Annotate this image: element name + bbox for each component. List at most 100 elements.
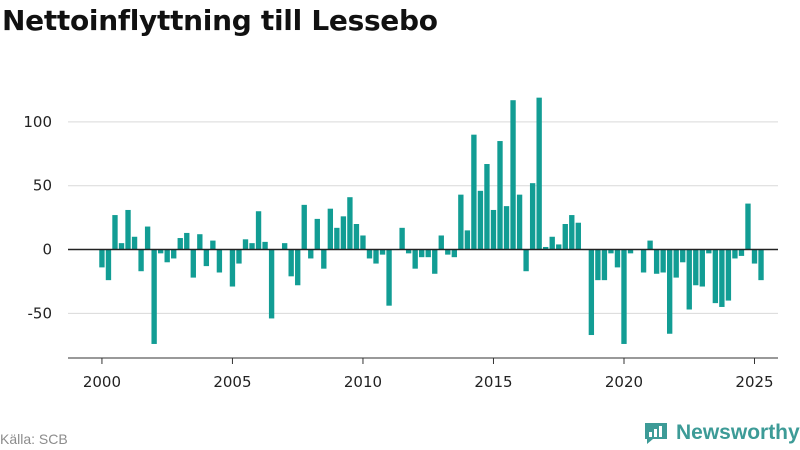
bar	[379, 249, 386, 255]
bar	[686, 249, 692, 310]
bar	[425, 249, 431, 258]
bar	[569, 215, 575, 250]
bar	[673, 249, 679, 278]
bar	[706, 249, 712, 254]
y-tick-label: -50	[28, 304, 53, 322]
bar	[144, 226, 151, 250]
y-tick-label: 50	[33, 177, 52, 195]
bar	[523, 249, 529, 272]
bar	[471, 134, 477, 250]
bar	[464, 230, 471, 250]
bar-chart-speech-bubble-icon	[645, 423, 667, 444]
bar	[386, 249, 392, 306]
bar	[347, 197, 353, 250]
bar	[732, 249, 738, 259]
bar	[640, 249, 647, 273]
bar	[751, 249, 758, 264]
bar	[131, 236, 138, 250]
bar	[458, 194, 464, 250]
bar	[575, 222, 581, 250]
bar	[516, 194, 523, 250]
bar	[621, 249, 627, 344]
bar	[105, 249, 112, 281]
bar	[334, 227, 340, 250]
bar	[340, 216, 347, 250]
bar	[445, 249, 451, 255]
x-tick-label: 2010	[344, 373, 382, 391]
y-tick-label: 0	[42, 241, 52, 259]
bar	[164, 249, 170, 263]
bar-chart: -50 0 50 100 2000 2005 2010 2015 2020 2025	[23, 97, 778, 391]
bar	[184, 232, 190, 250]
bar	[627, 249, 634, 254]
bar	[366, 249, 373, 259]
bar	[432, 249, 438, 274]
bar	[438, 235, 444, 250]
bar	[242, 239, 249, 250]
bar	[216, 249, 223, 273]
bar	[536, 97, 542, 250]
bar	[601, 249, 608, 281]
bar	[745, 203, 751, 250]
bar	[125, 209, 131, 250]
bar	[719, 249, 725, 307]
bar	[497, 141, 503, 250]
bar	[268, 249, 275, 319]
bar	[758, 249, 764, 281]
bar	[451, 249, 457, 258]
bar	[653, 249, 660, 274]
bar	[543, 246, 549, 250]
bar	[151, 249, 157, 344]
bar	[614, 249, 621, 268]
x-tick-label: 2000	[83, 373, 121, 391]
bar	[666, 249, 673, 334]
x-tick-label: 2020	[605, 373, 643, 391]
bar	[249, 243, 255, 250]
bar	[529, 183, 536, 250]
bar	[738, 249, 745, 256]
bar	[412, 249, 418, 269]
bar	[229, 249, 236, 287]
bar	[190, 249, 196, 278]
bar	[699, 249, 705, 287]
x-tick-label: 2005	[213, 373, 251, 391]
bar	[680, 249, 686, 263]
bar	[477, 190, 484, 250]
bar	[647, 240, 653, 250]
bar	[562, 224, 568, 250]
bar	[301, 204, 307, 250]
bar	[510, 100, 516, 250]
bar	[99, 249, 105, 268]
bar	[281, 243, 288, 250]
bar	[203, 249, 210, 267]
axes: -50 0 50 100 2000 2005 2010 2015 2020 2025	[23, 113, 778, 391]
bar	[353, 224, 360, 250]
bar	[360, 235, 366, 250]
source-label: Källa: SCB	[0, 431, 68, 447]
bar	[556, 244, 562, 250]
brand: Newsworthy	[643, 420, 800, 446]
bar	[373, 249, 379, 264]
bar	[693, 249, 699, 286]
bar	[725, 249, 732, 301]
bars	[99, 97, 764, 344]
bar	[490, 209, 497, 250]
bar	[595, 249, 601, 281]
bar	[321, 249, 327, 269]
bar	[197, 234, 203, 250]
bar	[314, 218, 320, 250]
bar	[419, 249, 425, 258]
bar	[138, 249, 144, 272]
bar	[484, 164, 490, 250]
bar	[588, 249, 595, 336]
bar	[157, 249, 164, 254]
bar	[171, 249, 177, 259]
bar	[405, 249, 412, 254]
bar	[118, 243, 125, 250]
bar	[236, 249, 242, 264]
bar	[660, 249, 666, 273]
brand-name: Newsworthy	[676, 421, 800, 444]
bar	[177, 238, 183, 250]
bar	[112, 215, 118, 250]
bar	[712, 249, 719, 304]
